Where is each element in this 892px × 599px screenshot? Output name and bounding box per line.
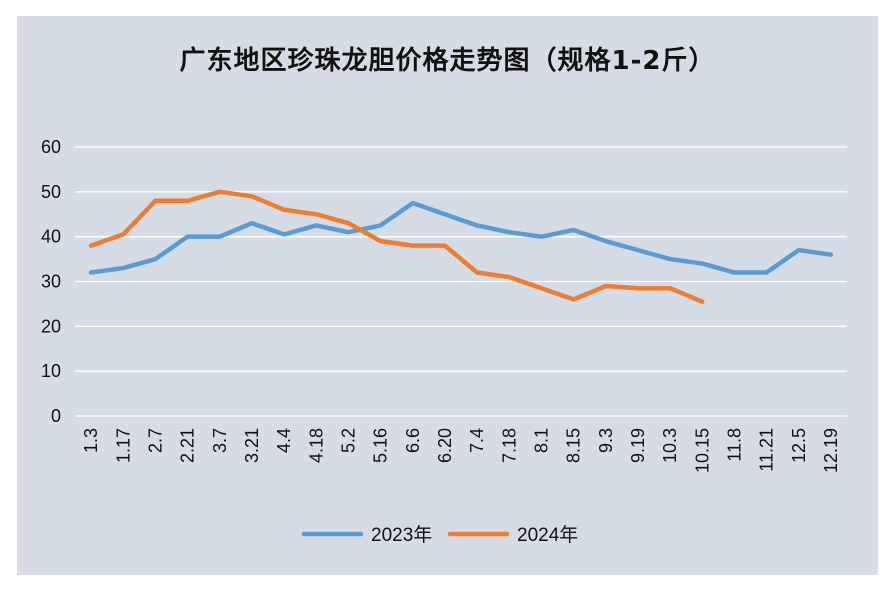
x-tick-label: 7.4 [467, 428, 487, 453]
series-lines [88, 189, 834, 304]
data-point [90, 245, 92, 247]
x-tick-label: 3.7 [210, 428, 230, 453]
x-tick-label: 8.15 [564, 428, 584, 463]
data-point [508, 276, 510, 278]
x-tick-label: 7.18 [499, 428, 519, 463]
data-point [573, 298, 575, 300]
data-point [219, 236, 221, 238]
data-point [669, 287, 671, 289]
data-point [122, 267, 124, 269]
data-point [444, 213, 446, 215]
data-point [187, 200, 189, 202]
series-line-0 [88, 200, 834, 275]
data-point [122, 233, 124, 235]
data-point [90, 272, 92, 274]
data-point [605, 285, 607, 287]
data-point [412, 202, 414, 204]
data-point [283, 233, 285, 235]
y-axis-ticks: 0 10 20 30 40 50 60 [41, 137, 61, 426]
gridlines [75, 146, 847, 417]
data-point [154, 258, 156, 260]
x-tick-label: 11.8 [724, 428, 744, 462]
data-point [476, 224, 478, 226]
data-point [380, 224, 382, 226]
x-tick-label: 2.21 [178, 428, 198, 463]
data-point [219, 191, 221, 193]
data-point [315, 213, 317, 215]
data-point [412, 245, 414, 247]
data-point [508, 231, 510, 233]
legend-label-0: 2023年 [371, 524, 432, 546]
y-tick-label: 20 [41, 316, 61, 336]
data-point [573, 229, 575, 231]
data-point [701, 301, 703, 303]
x-tick-label: 6.20 [435, 428, 455, 463]
y-tick-label: 50 [41, 182, 61, 202]
x-tick-label: 5.2 [338, 428, 358, 453]
data-point [251, 222, 253, 224]
x-tick-label: 12.5 [789, 428, 809, 463]
data-point [540, 287, 542, 289]
data-point [315, 224, 317, 226]
x-tick-label: 4.18 [306, 428, 326, 463]
chart-area: 广东地区珍珠龙胆价格走势图（规格1-2斤） 0 10 20 30 40 50 60 1.3 1… [17, 16, 878, 575]
data-point [637, 287, 639, 289]
data-point [154, 200, 156, 202]
x-tick-label: 6.6 [403, 428, 423, 453]
data-point [669, 258, 671, 260]
y-tick-label: 10 [41, 361, 61, 381]
line-chart: 0 10 20 30 40 50 60 1.3 1.17 2.7 2.21 3.7 3.21 4.4 4.… [41, 137, 847, 546]
data-point [251, 195, 253, 197]
data-point [733, 272, 735, 274]
data-point [347, 231, 349, 233]
data-point [540, 236, 542, 238]
x-tick-label: 1.17 [113, 428, 133, 463]
x-axis-ticks: 1.3 1.17 2.7 2.21 3.7 3.21 4.4 4.18 5.2 5.16 6.6 6.… [81, 428, 841, 473]
chart-title: 广东地区珍珠龙胆价格走势图（规格1-2斤） [179, 46, 716, 76]
data-point [187, 236, 189, 238]
x-tick-label: 10.3 [660, 428, 680, 463]
y-tick-label: 60 [41, 137, 61, 157]
y-tick-label: 0 [51, 406, 61, 426]
x-tick-label: 8.1 [531, 428, 551, 453]
data-point [637, 249, 639, 251]
data-point [766, 272, 768, 274]
series-line-1 [88, 189, 705, 304]
x-tick-label: 2.7 [145, 428, 165, 453]
data-point [798, 249, 800, 251]
data-point [701, 263, 703, 265]
x-tick-label: 11.21 [757, 428, 777, 472]
data-point [347, 222, 349, 224]
legend: 2023年 2024年 [301, 524, 578, 546]
x-tick-label: 9.3 [596, 428, 616, 453]
data-point [444, 245, 446, 247]
x-tick-label: 3.21 [242, 428, 262, 463]
data-point [283, 209, 285, 211]
data-point [830, 254, 832, 256]
x-tick-label: 12.19 [821, 428, 841, 473]
y-tick-label: 30 [41, 272, 61, 292]
x-tick-label: 1.3 [81, 428, 101, 453]
data-point [380, 240, 382, 242]
x-tick-label: 5.16 [371, 428, 391, 463]
x-tick-label: 4.4 [274, 428, 294, 453]
y-tick-label: 40 [41, 227, 61, 247]
x-tick-label: 9.19 [628, 428, 648, 463]
legend-label-1: 2024年 [517, 524, 578, 546]
data-point [476, 272, 478, 274]
x-tick-label: 10.15 [692, 428, 712, 473]
data-point [605, 240, 607, 242]
